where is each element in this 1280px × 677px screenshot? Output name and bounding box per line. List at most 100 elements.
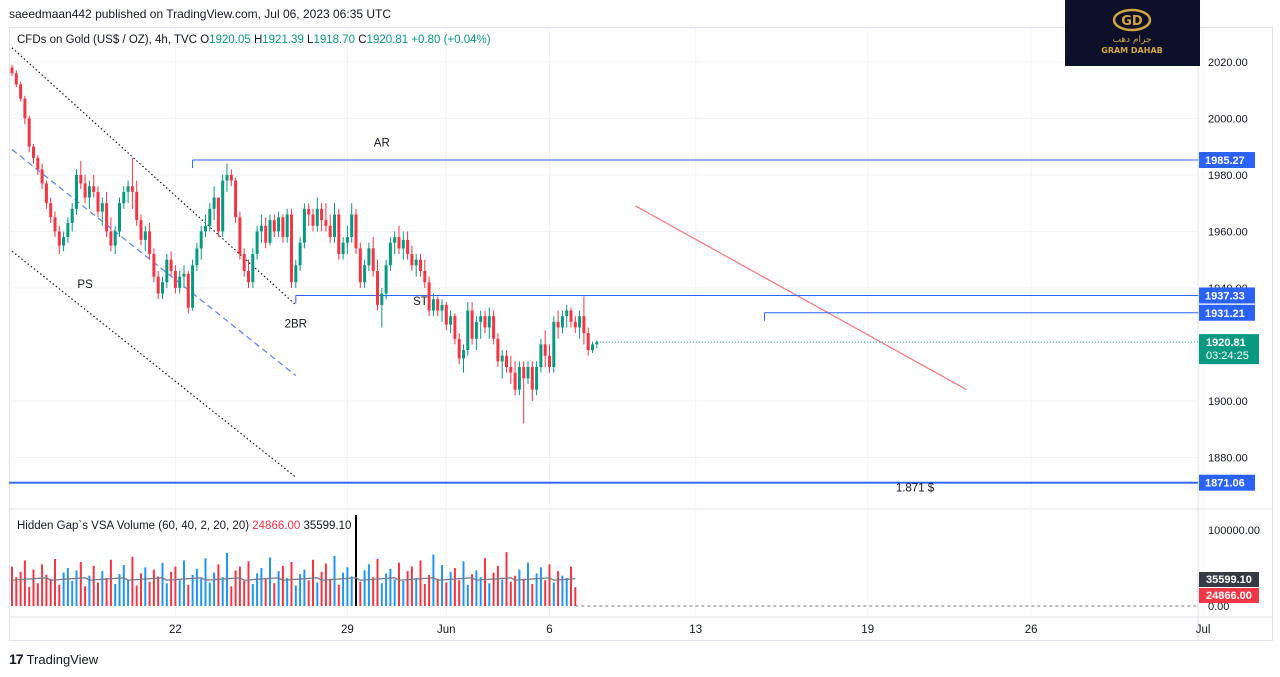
candle-body[interactable] <box>268 220 272 243</box>
candle-body[interactable] <box>186 273 190 308</box>
candle-body[interactable] <box>126 186 130 192</box>
candle-body[interactable] <box>552 321 556 368</box>
candle-body[interactable] <box>358 248 362 283</box>
candle-body[interactable] <box>247 270 250 283</box>
candle-body[interactable] <box>337 214 341 255</box>
candle-body[interactable] <box>40 169 44 184</box>
candle-body[interactable] <box>221 180 225 232</box>
candle-body[interactable] <box>10 67 14 74</box>
candle-body[interactable] <box>457 338 461 359</box>
candle-body[interactable] <box>122 191 126 204</box>
candle-body[interactable] <box>410 254 414 266</box>
candle-body[interactable] <box>36 157 40 170</box>
candle-body[interactable] <box>414 259 418 266</box>
candle-body[interactable] <box>113 231 117 246</box>
candle-body[interactable] <box>199 231 203 249</box>
candle-body[interactable] <box>397 237 401 249</box>
candle-body[interactable] <box>152 254 156 277</box>
candle-body[interactable] <box>204 225 207 232</box>
candle-body[interactable] <box>70 208 74 223</box>
candle-body[interactable] <box>118 203 121 232</box>
candle-body[interactable] <box>109 231 113 246</box>
candle-body[interactable] <box>79 174 83 184</box>
candle-body[interactable] <box>285 214 289 238</box>
candle-body[interactable] <box>62 237 66 246</box>
candle-body[interactable] <box>341 242 345 255</box>
candle-body[interactable] <box>517 367 521 390</box>
candle-body[interactable] <box>311 214 315 226</box>
candle-body[interactable] <box>487 316 491 328</box>
candle-body[interactable] <box>513 372 517 390</box>
candle-body[interactable] <box>354 214 358 249</box>
candle-body[interactable] <box>130 186 134 192</box>
candle-body[interactable] <box>406 239 410 255</box>
candle-body[interactable] <box>565 310 569 317</box>
candle-body[interactable] <box>14 73 18 85</box>
candle-body[interactable] <box>234 180 238 218</box>
candle-body[interactable] <box>212 197 216 209</box>
candle-body[interactable] <box>474 321 478 339</box>
candle-body[interactable] <box>535 367 539 390</box>
candle-body[interactable] <box>100 203 104 212</box>
candle-body[interactable] <box>165 259 169 283</box>
candle-body[interactable] <box>294 265 298 283</box>
candle-body[interactable] <box>139 220 143 240</box>
candle-body[interactable] <box>363 265 367 283</box>
candle-body[interactable] <box>393 237 397 243</box>
candle-body[interactable] <box>272 220 276 232</box>
candle-body[interactable] <box>492 316 496 339</box>
candle-body[interactable] <box>324 220 328 226</box>
candle-body[interactable] <box>466 310 470 351</box>
candle-body[interactable] <box>156 276 160 294</box>
candle-body[interactable] <box>470 310 474 339</box>
candle-body[interactable] <box>573 321 577 328</box>
candle-body[interactable] <box>182 273 186 277</box>
candle-body[interactable] <box>582 316 586 334</box>
candle-body[interactable] <box>509 367 513 373</box>
candle-body[interactable] <box>178 276 182 288</box>
candle-body[interactable] <box>328 225 332 238</box>
candle-body[interactable] <box>320 208 324 221</box>
candle-body[interactable] <box>195 248 199 266</box>
candle-body[interactable] <box>229 174 233 181</box>
candle-body[interactable] <box>376 270 379 305</box>
candle-body[interactable] <box>148 231 152 255</box>
candle-body[interactable] <box>401 239 405 249</box>
candle-body[interactable] <box>539 344 543 368</box>
candle-body[interactable] <box>345 237 349 243</box>
candle-body[interactable] <box>371 248 375 271</box>
candle-body[interactable] <box>23 98 27 119</box>
candle-body[interactable] <box>19 84 23 99</box>
candle-body[interactable] <box>453 316 457 339</box>
candle-body[interactable] <box>66 222 70 238</box>
candle-body[interactable] <box>543 344 547 356</box>
candle-body[interactable] <box>27 118 31 147</box>
candle-body[interactable] <box>32 146 35 158</box>
candle-body[interactable] <box>281 217 285 238</box>
candle-body[interactable] <box>560 316 564 328</box>
candle-body[interactable] <box>419 259 422 271</box>
candle-body[interactable] <box>586 333 590 351</box>
candle-body[interactable] <box>96 191 100 212</box>
candle-body[interactable] <box>483 316 487 328</box>
candle-body[interactable] <box>302 208 306 243</box>
candle-body[interactable] <box>479 316 483 322</box>
candle-body[interactable] <box>290 214 293 283</box>
candle-body[interactable] <box>307 208 311 215</box>
candle-body[interactable] <box>591 344 594 351</box>
candle-body[interactable] <box>135 191 139 221</box>
candle-body[interactable] <box>569 310 573 322</box>
candle-body[interactable] <box>216 197 220 232</box>
candle-body[interactable] <box>225 174 229 181</box>
candle-body[interactable] <box>277 217 281 232</box>
candle-body[interactable] <box>161 282 164 294</box>
candle-body[interactable] <box>449 316 453 325</box>
candle-body[interactable] <box>57 231 61 246</box>
candle-body[interactable] <box>578 316 582 328</box>
candle-body[interactable] <box>440 304 444 311</box>
candle-body[interactable] <box>384 265 388 294</box>
candle-body[interactable] <box>255 231 259 255</box>
candle-body[interactable] <box>75 174 78 209</box>
candle-body[interactable] <box>462 350 465 359</box>
candle-body[interactable] <box>83 183 87 198</box>
